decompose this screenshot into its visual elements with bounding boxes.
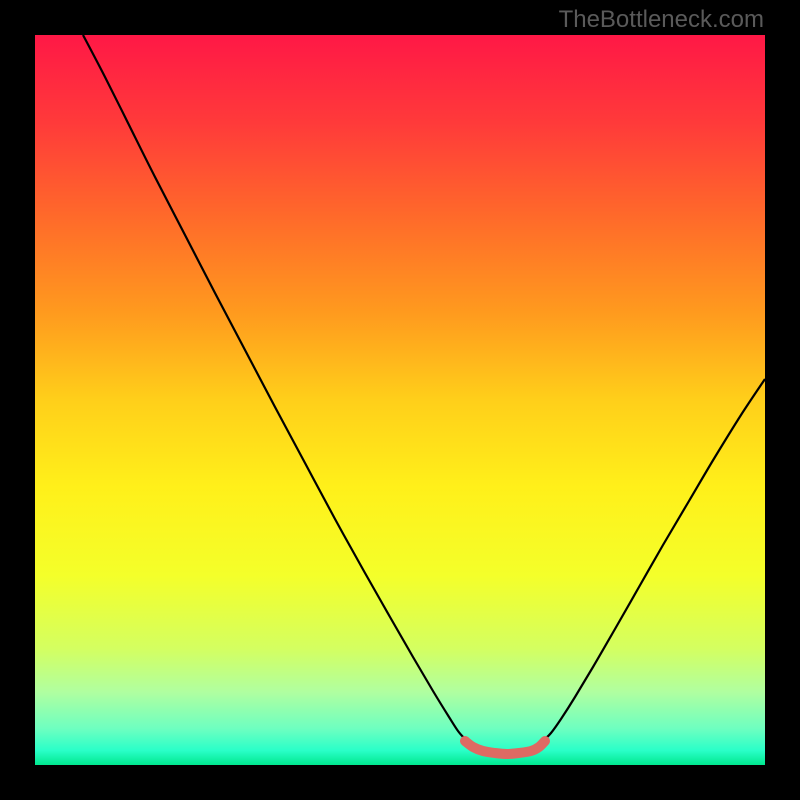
- plateau-marker: [465, 741, 545, 754]
- chart-frame: TheBottleneck.com: [0, 0, 800, 800]
- curve-canvas: [35, 35, 765, 765]
- right-curve: [545, 379, 765, 739]
- watermark-text: TheBottleneck.com: [559, 6, 764, 34]
- plot-area: [35, 35, 765, 765]
- left-curve: [83, 35, 465, 739]
